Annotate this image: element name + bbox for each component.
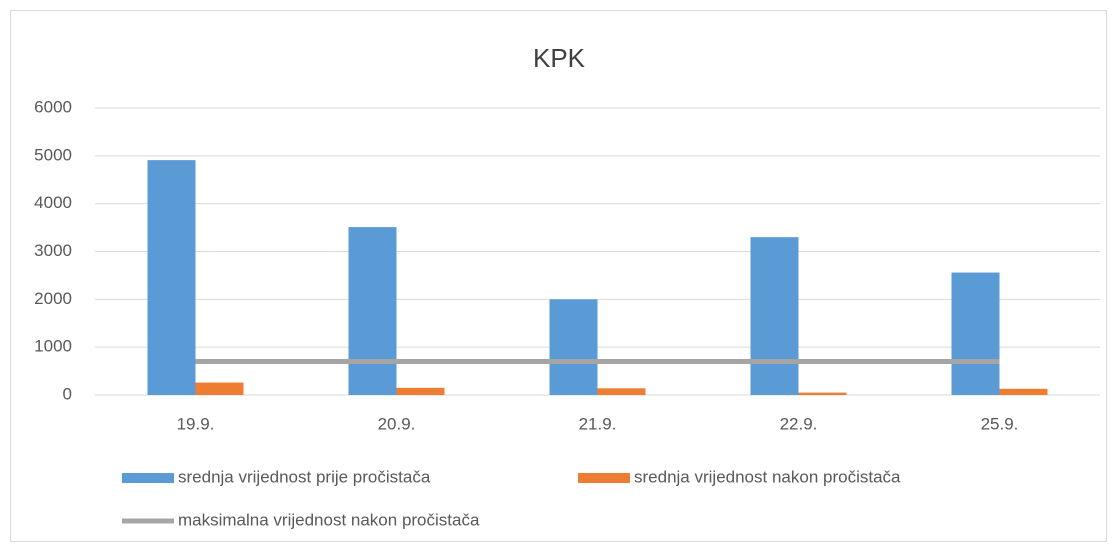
x-tick-label: 21.9. (579, 414, 617, 433)
y-tick-label: 6000 (34, 97, 72, 116)
legend-label: srednja vrijednost prije pročistača (178, 467, 431, 486)
chart-title: KPK (533, 43, 586, 73)
legend-label: srednja vrijednost nakon pročistača (634, 467, 901, 486)
y-tick-label: 1000 (34, 337, 72, 356)
x-tick-label: 25.9. (981, 414, 1019, 433)
bar (951, 272, 1000, 395)
y-tick-label: 3000 (34, 241, 72, 260)
bar (396, 387, 445, 395)
bar (195, 382, 244, 395)
y-tick-label: 0 (63, 384, 72, 403)
bar (549, 299, 598, 395)
bar (750, 237, 799, 395)
bar (999, 388, 1048, 395)
bar (798, 392, 847, 395)
legend-swatch (578, 473, 630, 483)
bar (147, 160, 196, 395)
x-tick-label: 20.9. (378, 414, 416, 433)
legend-label: maksimalna vrijednost nakon pročistača (178, 510, 480, 529)
y-tick-label: 2000 (34, 289, 72, 308)
x-tick-label: 19.9. (177, 414, 215, 433)
x-tick-label: 22.9. (780, 414, 818, 433)
y-tick-label: 4000 (34, 193, 72, 212)
legend-swatch (122, 473, 174, 483)
bar (597, 388, 646, 395)
bar (348, 227, 397, 395)
y-tick-label: 5000 (34, 145, 72, 164)
